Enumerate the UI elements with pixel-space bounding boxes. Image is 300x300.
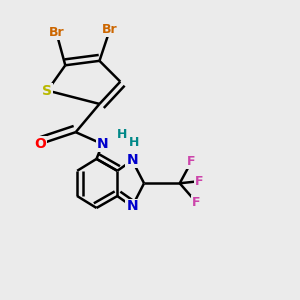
Text: H: H: [117, 128, 127, 141]
Text: H: H: [128, 136, 139, 149]
Text: N: N: [97, 137, 108, 151]
Text: S: S: [43, 84, 52, 98]
Text: N: N: [126, 153, 138, 167]
Text: Br: Br: [102, 23, 118, 36]
Text: F: F: [195, 175, 203, 188]
Text: O: O: [34, 137, 46, 151]
Text: N: N: [126, 200, 138, 214]
Text: F: F: [188, 155, 196, 168]
Text: Br: Br: [49, 26, 64, 39]
Text: F: F: [192, 196, 200, 208]
